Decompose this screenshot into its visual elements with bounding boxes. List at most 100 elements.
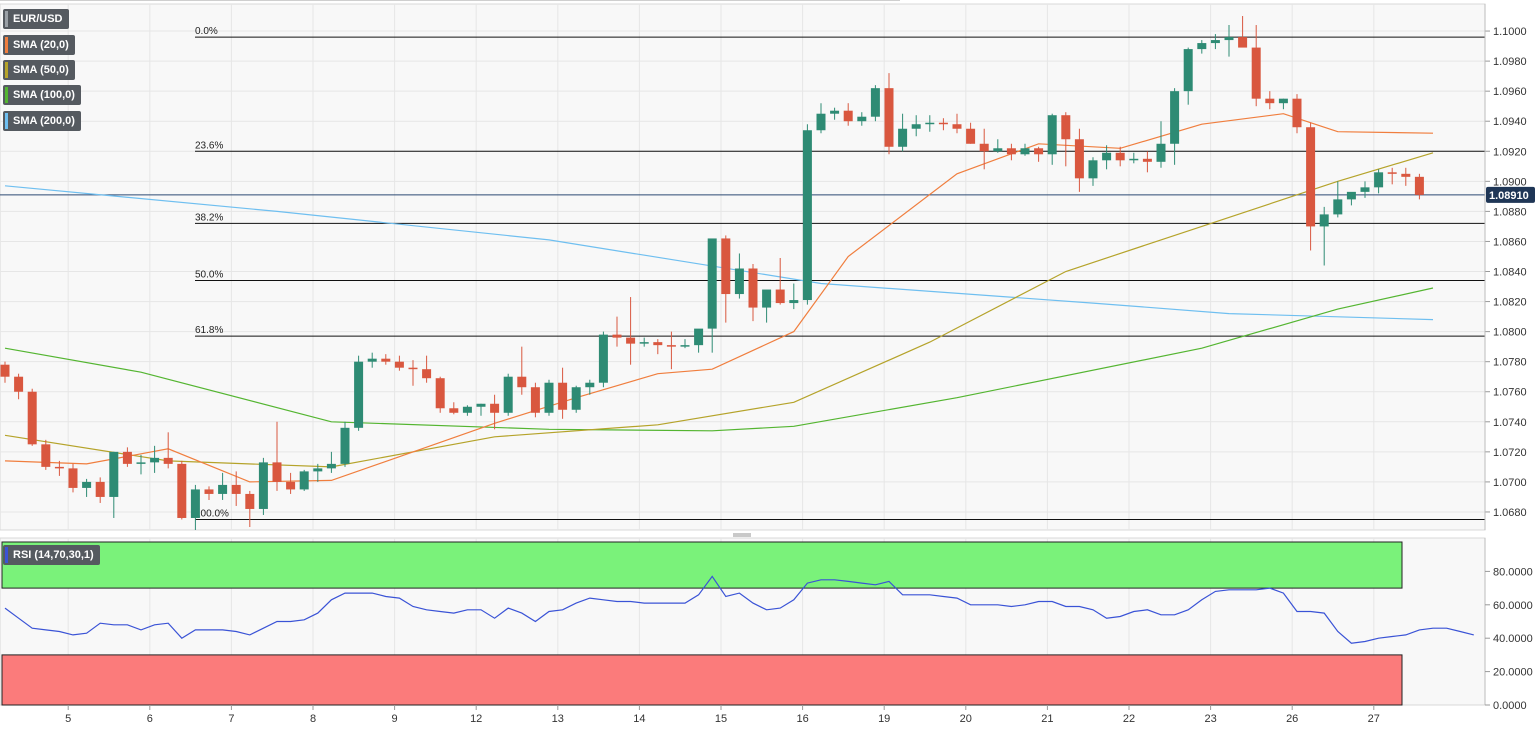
candle-body: [694, 328, 704, 346]
candle-body: [870, 88, 880, 117]
time-tick-label: 22: [1123, 713, 1135, 725]
candle-body: [1020, 148, 1030, 155]
candle-body: [1292, 98, 1302, 128]
candle: [163, 432, 173, 469]
candle-body: [666, 345, 676, 347]
candle: [1360, 181, 1370, 198]
candle: [1156, 121, 1166, 168]
candle: [1292, 94, 1302, 134]
candle-body: [218, 484, 228, 494]
candle-body: [54, 466, 64, 469]
candle: [1102, 145, 1112, 170]
candle: [190, 484, 200, 530]
candle: [503, 373, 513, 416]
time-tick-label: 20: [960, 713, 972, 725]
candle: [272, 421, 282, 491]
time-tick-label: 5: [65, 713, 71, 725]
candle-body: [1333, 199, 1343, 215]
price-tick-label: 1.0940: [1493, 116, 1527, 128]
candle: [1142, 151, 1152, 173]
candle-body: [707, 238, 717, 329]
candle: [544, 379, 554, 416]
rsi-legend[interactable]: RSI (14,70,30,1): [3, 545, 100, 565]
candle: [585, 379, 595, 395]
current-price-badge: [1486, 186, 1535, 203]
pane-resize-handle[interactable]: [733, 533, 751, 537]
candle-body: [925, 122, 935, 125]
price-tick-label: 1.0820: [1493, 297, 1527, 309]
candle: [122, 447, 132, 467]
candle-body: [190, 489, 200, 518]
candle: [1197, 40, 1207, 54]
rsi-overbought-zone: [1, 541, 1403, 589]
candle-body: [1156, 143, 1166, 162]
rsi-tick-label: 40.0000: [1493, 633, 1533, 645]
candle: [843, 103, 853, 126]
candle-body: [177, 463, 187, 518]
candle: [1170, 88, 1180, 165]
candle: [925, 115, 935, 132]
candle-body: [898, 128, 908, 147]
candle-body: [775, 289, 785, 304]
candle-body: [272, 462, 282, 482]
candle-body: [1170, 91, 1180, 144]
candle: [802, 124, 812, 305]
candle: [1183, 47, 1193, 105]
sma-20-legend[interactable]: SMA (20,0): [3, 35, 75, 55]
candle-body: [82, 481, 92, 488]
candle-body: [422, 369, 432, 379]
candle-body: [938, 122, 948, 125]
candle: [394, 355, 404, 371]
candle-body: [41, 444, 51, 467]
candle-body: [680, 345, 690, 347]
candle: [1238, 16, 1248, 48]
candle-body: [367, 358, 377, 362]
candle: [558, 367, 568, 419]
sma-100-line: [4, 287, 1434, 432]
candle-body: [122, 451, 132, 464]
candle-body: [354, 361, 364, 428]
candle: [721, 235, 731, 323]
candle-body: [993, 148, 1003, 152]
candle: [435, 376, 445, 413]
symbol-label[interactable]: EUR/USD: [3, 9, 69, 29]
fib-level-label: 100.0%: [195, 508, 229, 519]
rsi-tick-label: 0.0000: [1493, 700, 1527, 712]
candle-body: [734, 268, 744, 295]
rsi-tick-label: 60.0000: [1493, 600, 1533, 612]
time-tick-label: 8: [310, 713, 316, 725]
candle: [1129, 152, 1139, 164]
sma-50-legend[interactable]: SMA (50,0): [3, 60, 75, 80]
price-tick-label: 1.1000: [1493, 26, 1527, 38]
candle: [707, 238, 717, 353]
candle-body: [286, 481, 296, 490]
candle-body: [394, 361, 404, 368]
price-pane: [0, 3, 1486, 531]
sma-200-legend[interactable]: SMA (200,0): [3, 111, 81, 131]
candle: [1374, 169, 1384, 194]
price-tick-label: 1.0960: [1493, 86, 1527, 98]
price-tick-label: 1.0740: [1493, 417, 1527, 429]
candle: [1251, 25, 1261, 107]
candle: [1346, 191, 1356, 206]
sma-100-legend[interactable]: SMA (100,0): [3, 85, 81, 105]
candle-body: [1387, 172, 1397, 174]
candle: [966, 122, 976, 144]
candle: [27, 388, 37, 446]
candle-body: [1319, 214, 1329, 227]
sma-200-line: [4, 185, 1434, 321]
candle: [41, 439, 51, 470]
candle: [993, 139, 1003, 153]
candle: [1115, 146, 1125, 167]
candle-body: [884, 88, 894, 147]
candle: [775, 257, 785, 305]
candle: [1265, 91, 1275, 110]
candle: [1006, 143, 1016, 161]
candle-body: [1047, 115, 1057, 155]
candle-body: [830, 110, 840, 114]
candle: [490, 394, 500, 430]
candle: [408, 360, 418, 386]
candle: [1401, 167, 1411, 186]
price-tick-label: 1.0980: [1493, 56, 1527, 68]
